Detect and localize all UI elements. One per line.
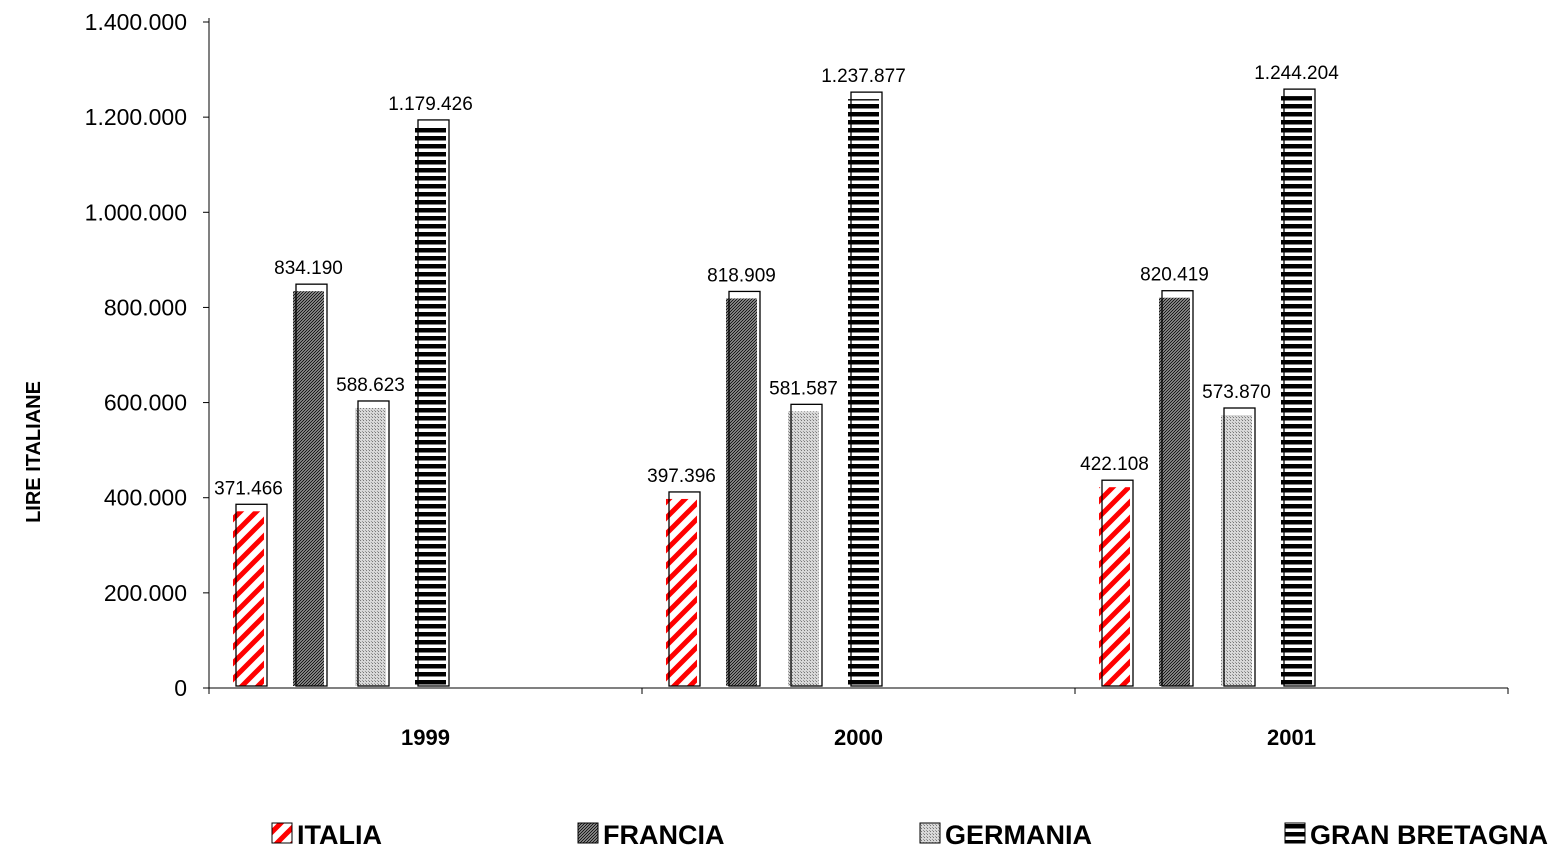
bar-italia [233, 511, 264, 686]
bar-outline [1283, 88, 1316, 687]
y-axis-title: LIRE ITALIANE [23, 381, 45, 523]
legend-label: ITALIA [297, 820, 382, 850]
bar-outline [790, 403, 823, 687]
legend-item-francia: FRANCIA [577, 820, 725, 850]
bar-outline [417, 119, 450, 687]
category-label: 2000 [834, 725, 883, 750]
bar-germania [788, 411, 819, 686]
y-tick-label: 400.000 [104, 485, 187, 511]
legend-label: FRANCIA [603, 820, 725, 850]
bar-gran-bretagna [415, 126, 446, 687]
y-tick-label: 200.000 [104, 580, 187, 606]
data-labels: 371.466 397.396 422.108 834.190 818.909 820.4… [214, 63, 1339, 499]
bar-outline [1223, 407, 1256, 687]
bar-gran-bretagna [848, 99, 879, 687]
category-label: 2001 [1267, 725, 1316, 750]
y-tick-label: 1.200.000 [85, 104, 187, 130]
legend-swatch [577, 822, 599, 844]
data-label: 1.244.204 [1254, 63, 1339, 84]
data-label: 820.419 [1140, 265, 1209, 286]
bar-outline [235, 503, 268, 687]
data-label: 588.623 [336, 375, 405, 396]
data-label: 834.190 [274, 258, 343, 279]
axes: 0 200.000 400.000 600.000 800.000 1.000.000 1.… [85, 9, 1509, 750]
legend: ITALIA FRANCIA GERMANIA GRAN BRETAGNA [271, 820, 1548, 850]
bar-outline [728, 290, 761, 687]
y-tick-label: 0 [174, 675, 187, 701]
data-label: 1.237.877 [821, 66, 906, 87]
bar-italia [1099, 487, 1130, 686]
y-tick-label: 800.000 [104, 294, 187, 320]
bar-outline [1101, 479, 1134, 687]
data-label: 573.870 [1202, 382, 1271, 403]
bar-outline [357, 400, 390, 687]
bar-germania [355, 407, 386, 686]
bar-francia [293, 291, 324, 686]
category-label: 1999 [401, 725, 450, 750]
bar-germania [1221, 415, 1252, 686]
data-label: 581.587 [769, 378, 838, 399]
data-label: 422.108 [1080, 454, 1149, 475]
legend-item-italia: ITALIA [271, 820, 382, 850]
legend-swatch [919, 822, 941, 844]
bar-outline [295, 283, 328, 687]
y-tick-label: 1.000.000 [85, 199, 187, 225]
legend-item-gran-bretagna: GRAN BRETAGNA [1284, 820, 1548, 850]
bar-italia [666, 498, 697, 686]
data-label: 1.179.426 [388, 94, 473, 115]
bars [233, 88, 1316, 687]
bar-outline [850, 91, 883, 687]
y-tick-label: 1.400.000 [85, 9, 187, 35]
legend-swatch [1284, 822, 1306, 844]
legend-swatch [271, 822, 293, 844]
bar-francia [1159, 297, 1190, 686]
data-label: 371.466 [214, 478, 283, 499]
bar-gran-bretagna [1281, 96, 1312, 686]
y-tick-label: 600.000 [104, 390, 187, 416]
legend-label: GRAN BRETAGNA [1310, 820, 1548, 850]
legend-item-germania: GERMANIA [919, 820, 1092, 850]
bar-outline [1161, 290, 1194, 687]
data-label: 818.909 [707, 265, 776, 286]
data-label: 397.396 [647, 466, 716, 487]
bar-francia [726, 298, 757, 686]
bar-outline [668, 491, 701, 687]
legend-label: GERMANIA [945, 820, 1092, 850]
